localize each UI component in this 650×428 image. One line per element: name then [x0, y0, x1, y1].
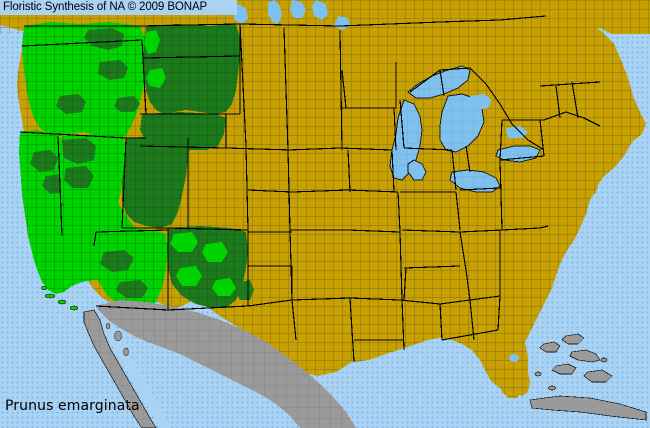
region-idaho-montana-present [143, 24, 240, 114]
region-pacific-northwest-present [22, 22, 148, 140]
map-title: Floristic Synthesis of NA © 2009 BONAP [3, 1, 208, 13]
lake-okeechobee [509, 354, 519, 362]
species-name-label: Prunus emarginata [5, 398, 140, 414]
title-bar: Floristic Synthesis of NA © 2009 BONAP [0, 0, 237, 15]
islands-caribbean [529, 333, 647, 421]
